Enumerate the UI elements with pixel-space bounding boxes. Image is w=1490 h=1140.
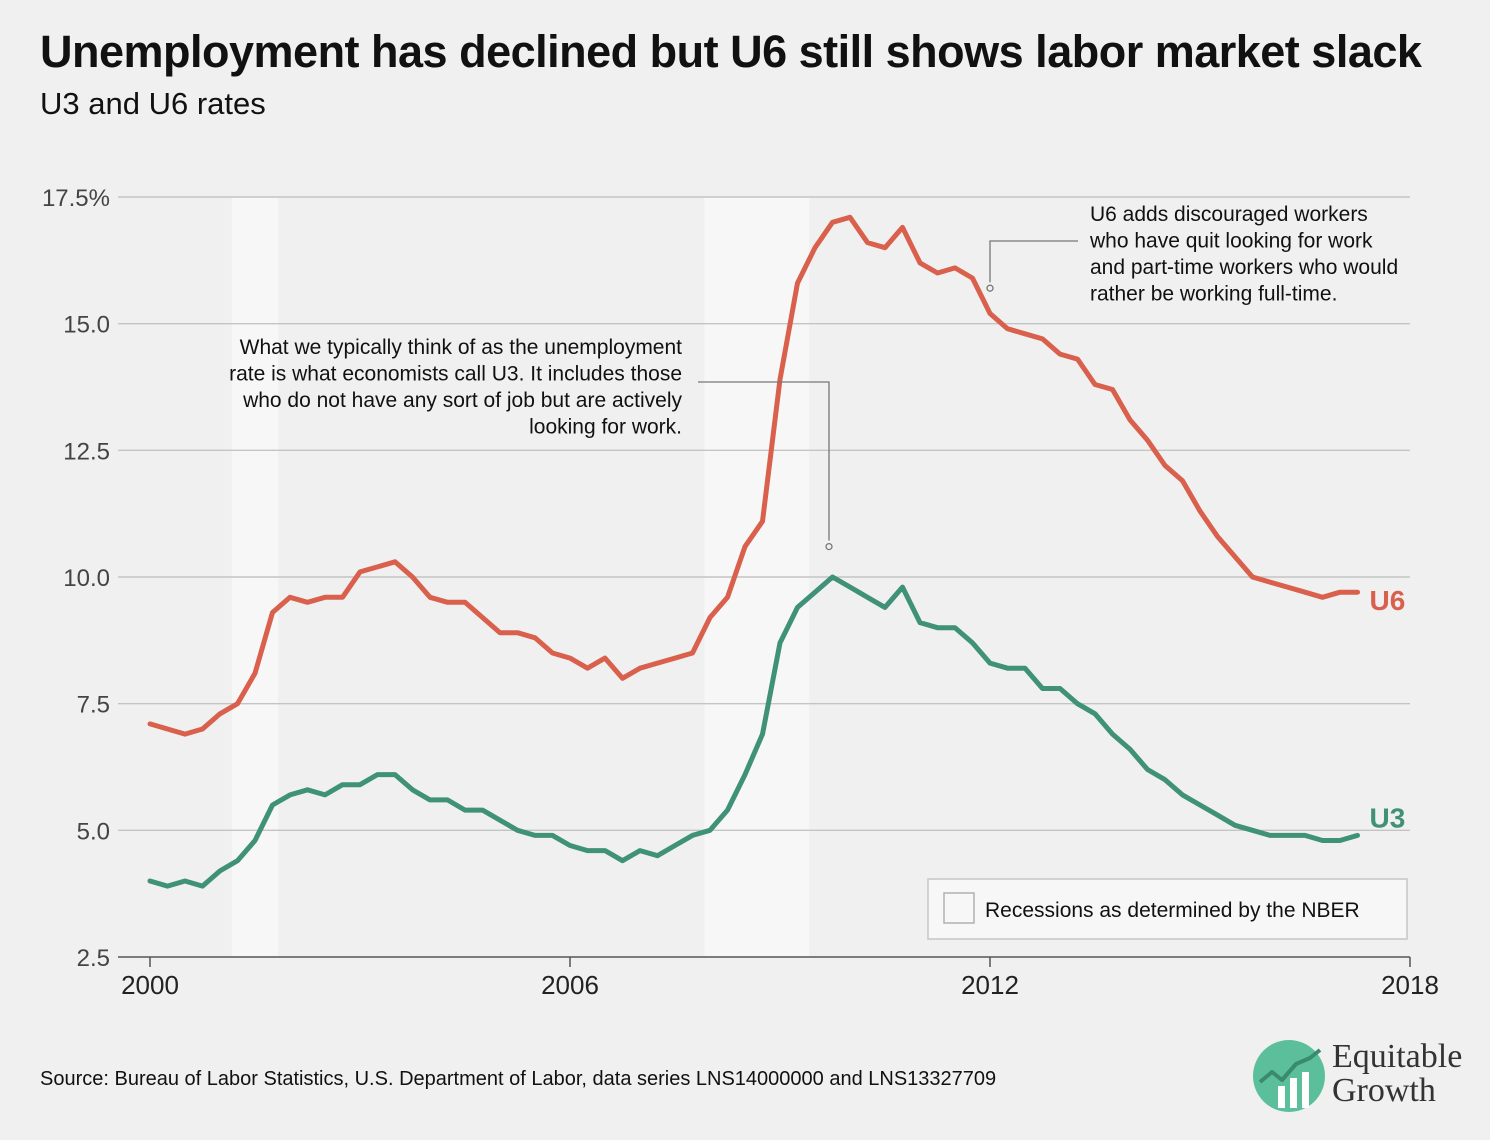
legend-label: Recessions as determined by the NBER bbox=[985, 899, 1360, 922]
chart-title: Unemployment has declined but U6 still s… bbox=[40, 26, 1422, 77]
legend: Recessions as determined by the NBER bbox=[927, 878, 1408, 940]
equitable-growth-logo: Equitable Growth bbox=[1250, 1036, 1490, 1116]
series-lines: U6 U3 bbox=[147, 214, 1406, 889]
y-tick-label: 12.5 bbox=[63, 438, 110, 465]
y-tick-label: 15.0 bbox=[63, 312, 110, 339]
series-line-u6 bbox=[147, 214, 1360, 737]
gridlines bbox=[118, 196, 1410, 958]
trend-up-icon bbox=[1253, 1040, 1325, 1112]
annotation-leader bbox=[989, 240, 1078, 283]
x-tick-label: 2012 bbox=[961, 970, 1019, 1000]
y-tick-label: 17.5% bbox=[42, 185, 110, 212]
legend-swatch bbox=[943, 892, 975, 924]
annotation-dot bbox=[986, 284, 994, 292]
annotation-u6-line: U6 adds discouraged workers bbox=[1090, 203, 1368, 226]
y-tick-label: 7.5 bbox=[77, 692, 110, 719]
y-tick-label: 10.0 bbox=[63, 565, 110, 592]
annotation-u3-line: looking for work. bbox=[529, 416, 682, 439]
annotation-leader bbox=[698, 381, 830, 541]
logo-line-2: Growth bbox=[1332, 1072, 1436, 1109]
x-tick-label: 2000 bbox=[121, 970, 179, 1000]
annotation-u3-line: What we typically think of as the unempl… bbox=[240, 336, 683, 359]
series-line-u3 bbox=[147, 574, 1360, 889]
annotation-u3-line: who do not have any sort of job but are … bbox=[242, 389, 682, 412]
logo-wordmark: Equitable Growth bbox=[1332, 1040, 1462, 1108]
x-tick-label: 2006 bbox=[541, 970, 599, 1000]
x-tick-label: 2018 bbox=[1381, 970, 1439, 1000]
annotation-u6-line: who have quit looking for work bbox=[1089, 230, 1373, 253]
axis-ticks: 17.5% 15.0 12.5 10.0 7.5 5.0 2.5 2000 2006 2012 20… bbox=[42, 185, 1439, 1000]
series-label-u6: U6 bbox=[1370, 585, 1406, 616]
annotations: What we typically think of as the unempl… bbox=[229, 203, 1398, 551]
annotation-u6-line: and part-time workers who would bbox=[1090, 256, 1398, 279]
source-note: Source: Bureau of Labor Statistics, U.S.… bbox=[40, 1068, 997, 1090]
chart-subtitle: U3 and U6 rates bbox=[40, 86, 266, 121]
y-tick-label: 2.5 bbox=[77, 945, 110, 972]
series-label-u3: U3 bbox=[1370, 802, 1406, 833]
logo-line-1: Equitable bbox=[1332, 1038, 1463, 1075]
annotation-dot bbox=[825, 542, 833, 551]
annotation-u3-line: rate is what economists call U3. It incl… bbox=[229, 363, 682, 386]
annotation-u6-line: rather be working full-time. bbox=[1090, 283, 1337, 306]
y-tick-label: 5.0 bbox=[77, 818, 110, 845]
